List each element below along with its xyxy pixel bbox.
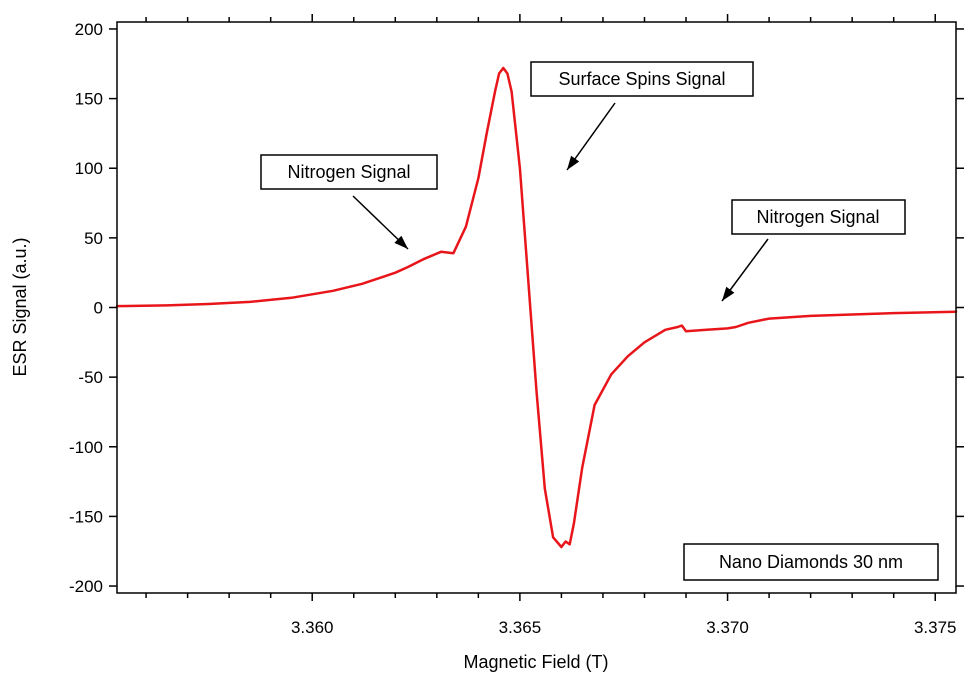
- y-tick-label: -150: [69, 507, 103, 526]
- series-layer: [115, 66, 958, 549]
- sample-label: Nano Diamonds 30 nm: [683, 543, 939, 581]
- plot-frame: [116, 21, 957, 594]
- sample-label-box: [683, 543, 939, 581]
- annotation-box: [260, 154, 438, 190]
- x-axis-label: Magnetic Field (T): [463, 652, 608, 672]
- annotation-surface-spins: Surface Spins Signal: [530, 61, 754, 171]
- y-axis-label: ESR Signal (a.u.): [10, 237, 30, 376]
- x-axis-ticks: 3.360 3.365 3.370 3.375: [145, 14, 957, 637]
- annotation-nitrogen-right: Nitrogen Signal: [721, 199, 906, 302]
- arrow-head: [394, 235, 408, 249]
- y-tick-label: -200: [69, 577, 103, 596]
- x-tick-label: 3.360: [291, 618, 334, 637]
- x-tick-label: 3.365: [499, 618, 542, 637]
- annotation-label: Nitrogen Signal: [287, 162, 410, 182]
- y-tick-label: 150: [75, 90, 103, 109]
- arrow-head: [567, 155, 580, 170]
- annotation-label: Surface Spins Signal: [558, 69, 725, 89]
- arrow-head: [722, 286, 735, 301]
- annotation-label: Nitrogen Signal: [756, 207, 879, 227]
- y-tick-label: 50: [84, 229, 103, 248]
- y-tick-label: 0: [94, 299, 103, 318]
- y-tick-label: 100: [75, 159, 103, 178]
- x-tick-label: 3.370: [706, 618, 749, 637]
- y-axis-ticks: 200 150 100 50 0 -50 -100 -150 -200: [69, 20, 964, 596]
- x-tick-label: 3.375: [914, 618, 957, 637]
- annotation-nitrogen-left: Nitrogen Signal: [260, 154, 438, 250]
- annotation-box: [731, 199, 906, 235]
- annotation-box: [530, 61, 754, 97]
- series-line: [115, 66, 958, 549]
- y-tick-label: -100: [69, 438, 103, 457]
- sample-label-text: Nano Diamonds 30 nm: [719, 552, 903, 572]
- y-tick-label: -50: [78, 368, 103, 387]
- y-tick-label: 200: [75, 20, 103, 39]
